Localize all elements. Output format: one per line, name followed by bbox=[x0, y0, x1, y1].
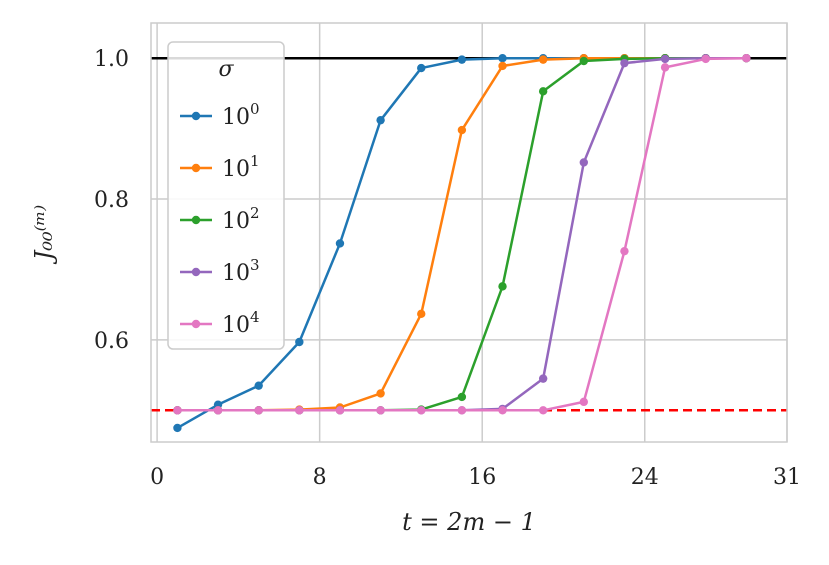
legend-item-1: 101 bbox=[180, 152, 260, 182]
data-point bbox=[376, 389, 385, 398]
data-point bbox=[254, 381, 263, 390]
data-point bbox=[620, 246, 629, 256]
data-point bbox=[579, 158, 589, 167]
legend-marker bbox=[191, 267, 201, 277]
data-point bbox=[376, 115, 385, 125]
data-point bbox=[457, 125, 467, 135]
legend-marker bbox=[191, 111, 201, 121]
data-point bbox=[498, 406, 507, 415]
data-point bbox=[742, 54, 751, 63]
data-point bbox=[417, 309, 426, 319]
legend-title: σ bbox=[218, 57, 234, 82]
data-point bbox=[538, 55, 548, 64]
legend-exponent: 0 bbox=[250, 100, 260, 118]
data-point bbox=[376, 406, 385, 415]
data-point bbox=[457, 406, 467, 415]
legend-item-0: 100 bbox=[180, 100, 260, 130]
data-point bbox=[498, 61, 507, 71]
data-point bbox=[295, 406, 304, 415]
data-point bbox=[173, 423, 182, 433]
legend-exponent: 3 bbox=[250, 256, 260, 274]
data-point bbox=[579, 56, 589, 66]
series-4 bbox=[173, 54, 751, 415]
plot-frame bbox=[150, 22, 788, 443]
y-tick-label: 0.6 bbox=[94, 329, 129, 354]
data-point bbox=[538, 87, 548, 96]
x-tick-label: 0 bbox=[150, 465, 164, 490]
data-point bbox=[620, 58, 629, 68]
y-tick-label: 1.0 bbox=[94, 47, 129, 72]
data-point bbox=[335, 406, 345, 415]
data-point bbox=[254, 406, 263, 415]
data-point bbox=[417, 406, 426, 415]
data-point bbox=[417, 63, 426, 73]
tick-labels: 0 8 16 24 310.60.81.0 bbox=[94, 47, 801, 490]
data-point bbox=[538, 374, 548, 383]
data-point bbox=[498, 54, 507, 63]
y-tick-label: 0.8 bbox=[94, 188, 129, 213]
data-point bbox=[538, 406, 548, 415]
legend-exponent: 4 bbox=[250, 308, 260, 326]
legend-marker bbox=[191, 215, 201, 225]
data-point bbox=[457, 392, 467, 402]
x-tick-label: 24 bbox=[631, 465, 659, 490]
series-layer bbox=[173, 54, 751, 433]
y-axis-label: J₀₀⁽ᵐ⁾ bbox=[30, 205, 58, 265]
legend-exponent: 1 bbox=[250, 152, 260, 170]
legend-marker bbox=[191, 163, 201, 173]
x-tick-label: 31 bbox=[773, 465, 801, 490]
data-point bbox=[660, 63, 670, 72]
legend-box bbox=[167, 41, 285, 350]
data-point bbox=[579, 397, 589, 407]
data-point bbox=[457, 55, 467, 64]
data-point bbox=[213, 406, 223, 415]
x-tick-label: 16 bbox=[468, 465, 496, 490]
data-point bbox=[295, 337, 304, 347]
x-axis-label: t = 2m − 1 bbox=[402, 508, 536, 536]
data-point bbox=[335, 239, 345, 248]
data-point bbox=[660, 54, 670, 64]
data-point bbox=[701, 54, 710, 64]
legend-marker bbox=[191, 319, 201, 329]
legend-exponent: 2 bbox=[250, 204, 260, 222]
x-tick-label: 8 bbox=[313, 465, 327, 490]
data-point bbox=[498, 282, 507, 291]
data-point bbox=[173, 406, 182, 415]
